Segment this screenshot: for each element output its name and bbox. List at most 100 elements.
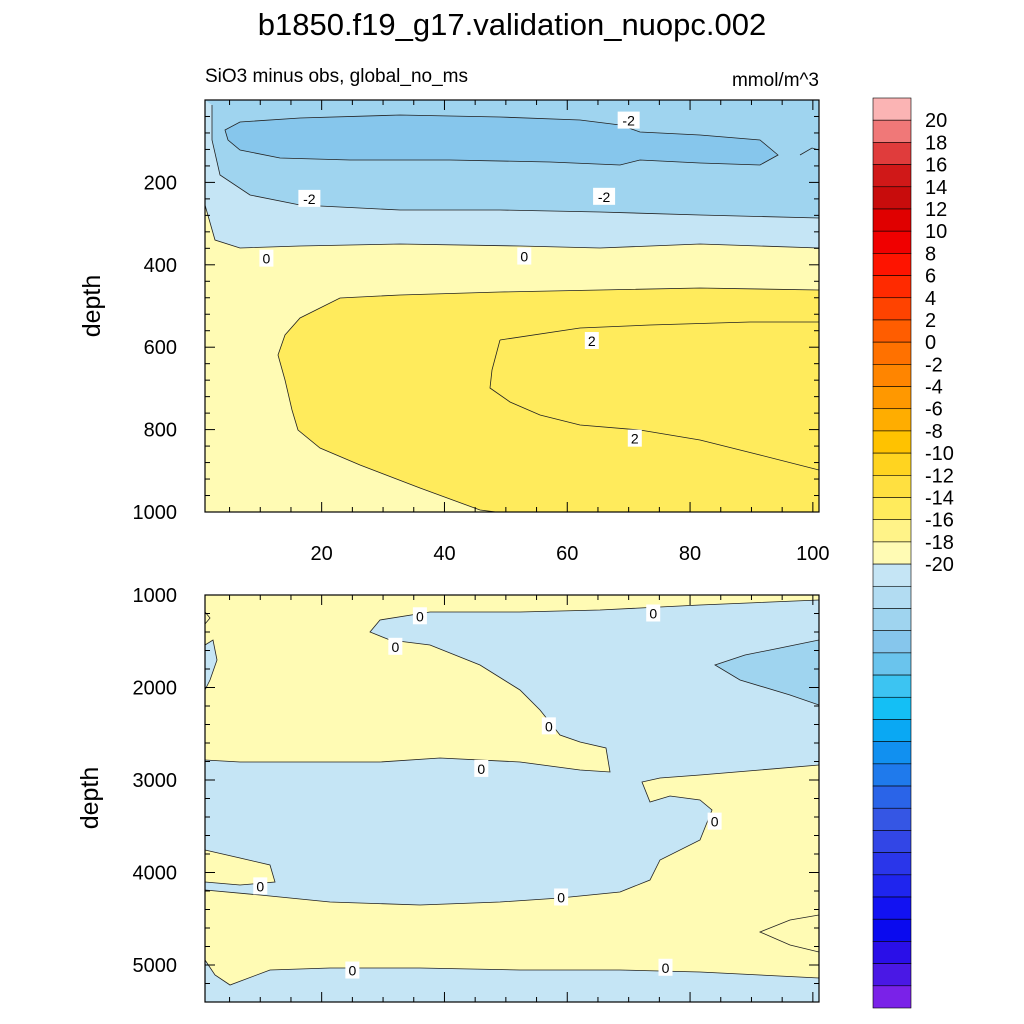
colorbar-label: 14 xyxy=(925,177,947,199)
upper-contour-line xyxy=(499,321,819,341)
upper-contour-labels: -2 -2 -2 0 0 2 2 xyxy=(259,111,642,447)
lower-contour-line xyxy=(205,959,819,986)
colorbar-box xyxy=(872,275,912,299)
lower-fill-neg-main xyxy=(205,600,819,905)
x-tick-label: 100 xyxy=(796,543,829,565)
contour-label-bg xyxy=(593,187,616,205)
contour-label-bg xyxy=(298,189,321,207)
upper-contour-fills xyxy=(205,100,819,512)
contour-label: 0 xyxy=(477,761,485,777)
contour-label: 2 xyxy=(588,333,596,349)
contour-label: 0 xyxy=(711,814,719,830)
colorbar-labels: 20181614121086420-2-4-6-8-10-12-14-16-18… xyxy=(925,110,954,576)
upper-contour-lines xyxy=(205,105,819,512)
colorbar-box xyxy=(872,985,912,1009)
y-tick-label: 1000 xyxy=(133,585,178,607)
colorbar-label: -6 xyxy=(925,399,943,421)
lower-ticks: 1000 2000 3000 4000 5000 xyxy=(133,585,819,1003)
contour-label: 0 xyxy=(348,963,356,979)
lower-contour-line xyxy=(205,849,276,886)
colorbar-label: -16 xyxy=(925,510,954,532)
upper-plot-frame xyxy=(204,99,820,513)
contour-label: 2 xyxy=(631,431,639,447)
colorbar-box xyxy=(872,674,912,698)
x-tick-label: 80 xyxy=(679,543,701,565)
lower-panel: 0 0 0 0 0 0 0 0 0 0 1000 2000 3000 4000 5000 depth xyxy=(76,585,820,1003)
contour-label: 0 xyxy=(649,606,657,622)
colorbar: 20181614121086420-2-4-6-8-10-12-14-16-18… xyxy=(872,97,954,1009)
colorbar-box xyxy=(872,630,912,654)
contour-label-bg xyxy=(517,247,532,265)
lower-contour-fills xyxy=(205,595,819,1002)
contour-label-bg xyxy=(658,958,673,976)
colorbar-box xyxy=(872,541,912,565)
colorbar-box xyxy=(872,652,912,676)
contour-label-bg xyxy=(388,637,403,655)
upper-fill-neg-4 xyxy=(225,115,778,165)
contour-label: 0 xyxy=(263,251,271,267)
colorbar-label: -2 xyxy=(925,354,943,376)
colorbar-label: 18 xyxy=(925,132,947,154)
lower-y-axis-label: depth xyxy=(76,767,104,830)
contour-label-bg xyxy=(584,332,599,350)
colorbar-label: -14 xyxy=(925,488,954,510)
colorbar-box xyxy=(872,452,912,476)
colorbar-box xyxy=(872,852,912,876)
colorbar-box xyxy=(872,208,912,232)
contour-label-bg xyxy=(646,604,661,622)
contour-label: 0 xyxy=(557,889,565,905)
lower-contour-line xyxy=(205,639,218,691)
colorbar-box xyxy=(872,341,912,365)
colorbar-box xyxy=(872,164,912,188)
lower-fill-pos-right-patch xyxy=(760,915,819,952)
colorbar-label: -8 xyxy=(925,421,943,443)
colorbar-box xyxy=(872,608,912,631)
colorbar-label: 4 xyxy=(925,288,936,310)
colorbar-box xyxy=(872,430,912,454)
contour-label: -2 xyxy=(622,113,635,129)
lower-fill-neg-left-patch xyxy=(205,640,217,690)
colorbar-box xyxy=(872,297,912,321)
contour-label-bg xyxy=(345,961,360,979)
y-tick-label: 4000 xyxy=(133,863,178,885)
upper-contour-line xyxy=(211,105,819,219)
colorbar-label: 12 xyxy=(925,199,947,221)
contour-label: 0 xyxy=(662,960,670,976)
colorbar-box xyxy=(872,741,912,765)
colorbar-box xyxy=(872,475,912,498)
contour-label-bg xyxy=(259,249,274,267)
contour-label-bg xyxy=(541,717,556,735)
contour-label: 0 xyxy=(520,249,528,265)
contour-label-bg xyxy=(627,429,642,447)
contour-label: -2 xyxy=(598,189,611,205)
colorbar-box xyxy=(872,830,912,853)
colorbar-box xyxy=(872,253,912,276)
contour-label: -2 xyxy=(303,191,316,207)
upper-panel: SiO3 minus obs, global_no_ms mmol/m^3 -2… xyxy=(78,66,830,565)
contour-label: 0 xyxy=(256,878,264,894)
contour-label-bg xyxy=(253,877,268,895)
lower-contour-labels: 0 0 0 0 0 0 0 0 0 0 xyxy=(253,604,722,979)
y-tick-label: 1000 xyxy=(133,502,178,524)
upper-subtitle-right: mmol/m^3 xyxy=(732,70,819,91)
colorbar-box xyxy=(872,719,912,742)
x-tick-label: 20 xyxy=(311,543,333,565)
contour-label-bg xyxy=(412,607,427,625)
upper-contour-line xyxy=(489,339,819,471)
colorbar-box xyxy=(872,763,912,787)
colorbar-box xyxy=(872,807,912,831)
lower-contour-line xyxy=(758,914,819,953)
colorbar-box xyxy=(872,519,912,543)
colorbar-box xyxy=(872,142,912,165)
contour-label: 0 xyxy=(391,639,399,655)
upper-fill-pos-2 xyxy=(490,322,819,470)
colorbar-box xyxy=(872,563,912,587)
colorbar-label: -18 xyxy=(925,532,954,554)
upper-contour-line xyxy=(277,287,819,512)
colorbar-box xyxy=(872,941,912,964)
contour-label: 0 xyxy=(545,718,553,734)
colorbar-box xyxy=(872,386,912,410)
colorbar-box xyxy=(872,97,912,121)
colorbar-label: 8 xyxy=(925,243,936,265)
